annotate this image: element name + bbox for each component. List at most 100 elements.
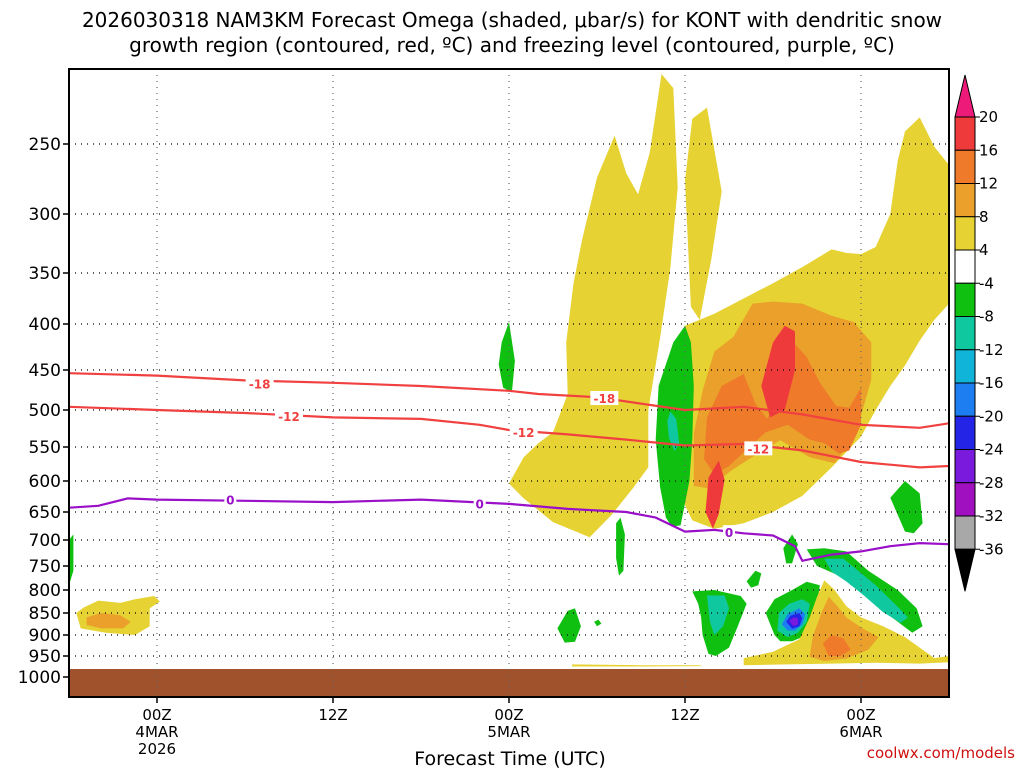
y-tick-label-600: 600 [29, 472, 61, 492]
colorbar-label-1: 16 [979, 141, 998, 159]
y-tick-label-650: 650 [29, 503, 61, 523]
contour-label-2: -12 [278, 410, 300, 424]
contour-label-bg-6 [473, 496, 486, 511]
omega-region-pos8-27 [86, 613, 131, 629]
contour-label-bg-2 [275, 408, 303, 423]
omega-region-pos4-0 [685, 107, 722, 320]
chart-title-line-1: 2026030318 NAM3KM Forecast Omega (shaded… [82, 8, 942, 32]
y-tick-label-700: 700 [29, 531, 61, 551]
y-tick-label-450: 450 [29, 361, 61, 381]
colorbar-label-6: -8 [979, 308, 994, 326]
colorbar-bin-10 [954, 449, 976, 484]
omega-region-neg4-20 [746, 570, 762, 588]
contour-label-bg-1 [590, 391, 619, 405]
omega-region-neg4-25 [69, 534, 74, 586]
contour-label-bg-4 [744, 441, 773, 456]
colorbar-bin-8 [954, 382, 976, 417]
colorbar-bin-4 [954, 249, 976, 284]
colorbar-label-0: 20 [979, 108, 998, 126]
contour-labels: -18 -18 -12 -12 -12 0 0 0 [224, 376, 773, 540]
contour-freezing-level-0-2 [69, 497, 949, 563]
colorbar-bin-3 [954, 216, 976, 251]
colorbar: 20 16 12 8 4 -4 -8 -12 -16 -20 -24 -28 -32 -36 [954, 74, 1004, 592]
y-tick-label-850: 850 [29, 604, 61, 624]
colorbar-bin-12 [954, 515, 976, 550]
omega-shading [69, 74, 949, 667]
contour-dgz-m12-1 [69, 405, 949, 469]
colorbar-label-5: -4 [979, 274, 994, 292]
colorbar-bin-5 [954, 282, 976, 317]
colorbar-bin-6 [954, 316, 976, 351]
y-tick-label-900: 900 [29, 626, 61, 646]
contour-label-bg-0 [245, 376, 274, 391]
contour-label-bg-7 [723, 525, 735, 540]
x-tick-label-0-0: 00Z [142, 706, 171, 724]
x-tick-label-48-0: 00Z [846, 706, 875, 724]
colorbar-bin-1 [954, 149, 976, 184]
y-axis-pressure: 2503003504004505005506006507007508008509… [18, 135, 69, 688]
colorbar-label-13: -36 [979, 540, 1004, 558]
omega-region-pos4-1 [509, 74, 678, 538]
x-axis-label: Forecast Time (UTC) [414, 748, 605, 768]
omega-region-pos4-31 [572, 664, 703, 667]
omega-region-neg4-23 [557, 608, 581, 643]
credit-text: coolwx.com/models [867, 744, 1015, 762]
colorbar-top-arrow [954, 74, 976, 118]
colorbar-bin-2 [954, 183, 976, 218]
colorbar-label-3: 8 [979, 208, 989, 226]
x-tick-label-24-0: 00Z [494, 706, 523, 724]
contour-label-7: 0 [725, 526, 733, 540]
colorbar-label-12: -32 [979, 507, 1004, 525]
y-tick-label-500: 500 [29, 401, 61, 421]
x-tick-label-0-2: 2026 [138, 740, 176, 758]
colorbar-bin-7 [954, 349, 976, 384]
colorbar-label-2: 12 [979, 175, 998, 193]
x-tick-label-48-1: 6MAR [839, 723, 882, 741]
omega-region-pos12-30 [822, 635, 851, 656]
y-tick-label-350: 350 [29, 264, 61, 284]
contour-label-bg-3 [509, 425, 538, 440]
y-tick-label-400: 400 [29, 315, 61, 335]
colorbar-label-10: -24 [979, 441, 1004, 459]
chart-title-line-2: growth region (contoured, red, ºC) and f… [129, 33, 895, 57]
omega-region-neg4-24 [594, 619, 602, 627]
colorbar-label-11: -28 [979, 474, 1004, 492]
colorbar-label-8: -16 [979, 374, 1004, 392]
omega-region-neg8-14 [707, 595, 729, 635]
contour-label-6: 0 [475, 497, 483, 511]
contour-label-5: 0 [226, 494, 234, 508]
colorbar-bin-11 [954, 482, 976, 517]
x-tick-label-12-0: 12Z [318, 706, 347, 724]
contour-label-1: -18 [593, 392, 615, 406]
contour-label-0: -18 [249, 378, 271, 392]
colorbar-label-9: -20 [979, 407, 1004, 425]
contour-label-4: -12 [747, 442, 769, 456]
contour-label-3: -12 [513, 426, 535, 440]
omega-region-pos16-5 [761, 325, 795, 418]
colorbar-label-7: -12 [979, 341, 1004, 359]
omega-region-neg4-9 [498, 322, 515, 393]
colorbar-bin-9 [954, 415, 976, 450]
y-tick-label-750: 750 [29, 557, 61, 577]
x-tick-label-0-1: 4MAR [135, 723, 178, 741]
x-tick-label-36-0: 12Z [670, 706, 699, 724]
colorbar-bin-0 [954, 116, 976, 151]
colorbar-label-4: 4 [979, 241, 989, 259]
contour-label-bg-5 [224, 492, 237, 507]
y-tick-label-950: 950 [29, 647, 61, 667]
x-tick-label-24-1: 5MAR [487, 723, 530, 741]
y-tick-label-800: 800 [29, 581, 61, 601]
omega-region-neg4-21 [783, 534, 798, 564]
y-tick-label-250: 250 [29, 135, 61, 155]
ground-layer [69, 669, 949, 697]
omega-region-pos16-6 [705, 460, 725, 529]
omega-region-neg4-10 [890, 481, 923, 534]
omega-region-neg8-8 [667, 411, 680, 452]
y-tick-label-1000: 1000 [18, 668, 61, 688]
omega-region-neg4-22 [616, 517, 625, 576]
terrain-below-surface [69, 669, 949, 697]
colorbar-bottom-arrow [954, 548, 976, 592]
omega-region-neg8-12 [824, 558, 908, 623]
